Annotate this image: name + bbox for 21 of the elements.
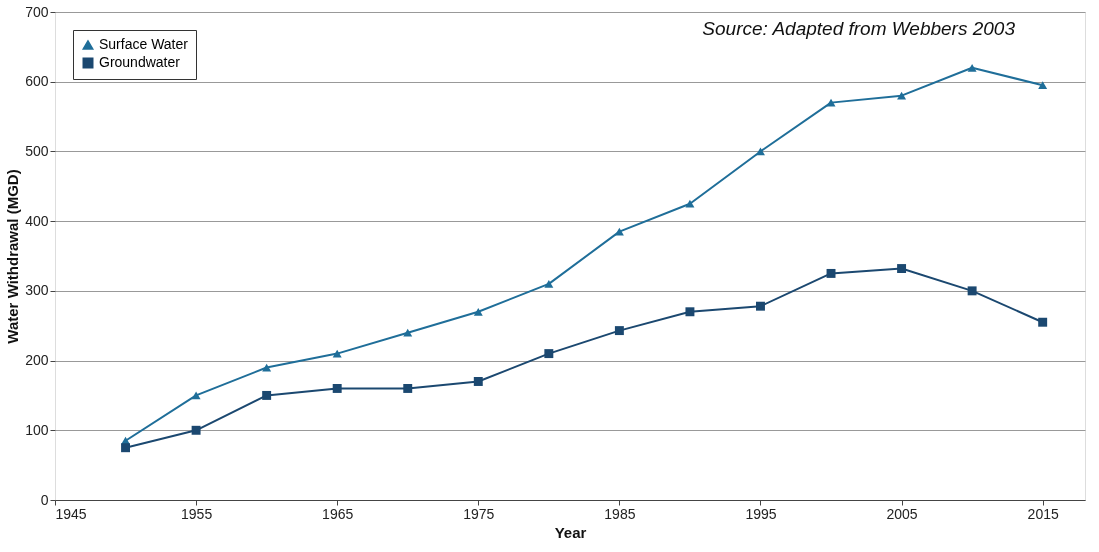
- x-axis-title: Year: [554, 523, 587, 541]
- x-tick-label: 1995: [745, 505, 777, 522]
- x-tick-label: 1965: [322, 505, 354, 522]
- x-tick-label: 1975: [463, 505, 495, 522]
- x-tick-label: 1945: [55, 505, 87, 522]
- y-tick-label: 700: [25, 3, 49, 20]
- y-axis-title: Water Withdrawal (MGD): [4, 169, 22, 344]
- legend-label: Groundwater: [99, 54, 181, 70]
- x-tick-label: 1955: [181, 505, 213, 522]
- y-tick-label: 600: [25, 73, 49, 90]
- y-tick-label: 100: [25, 421, 49, 438]
- x-tick-label: 2005: [886, 505, 918, 522]
- y-tick-label: 200: [25, 352, 49, 369]
- annotation: Source: Adapted from Webbers 2003: [702, 18, 1016, 39]
- legend-label: Surface Water: [99, 36, 189, 52]
- y-tick-label: 300: [25, 282, 49, 299]
- y-tick-label: 0: [40, 491, 49, 508]
- y-tick-label: 400: [25, 212, 49, 229]
- y-tick-label: 500: [25, 142, 49, 159]
- x-tick-label: 1985: [604, 505, 636, 522]
- x-tick-label: 2015: [1027, 505, 1059, 522]
